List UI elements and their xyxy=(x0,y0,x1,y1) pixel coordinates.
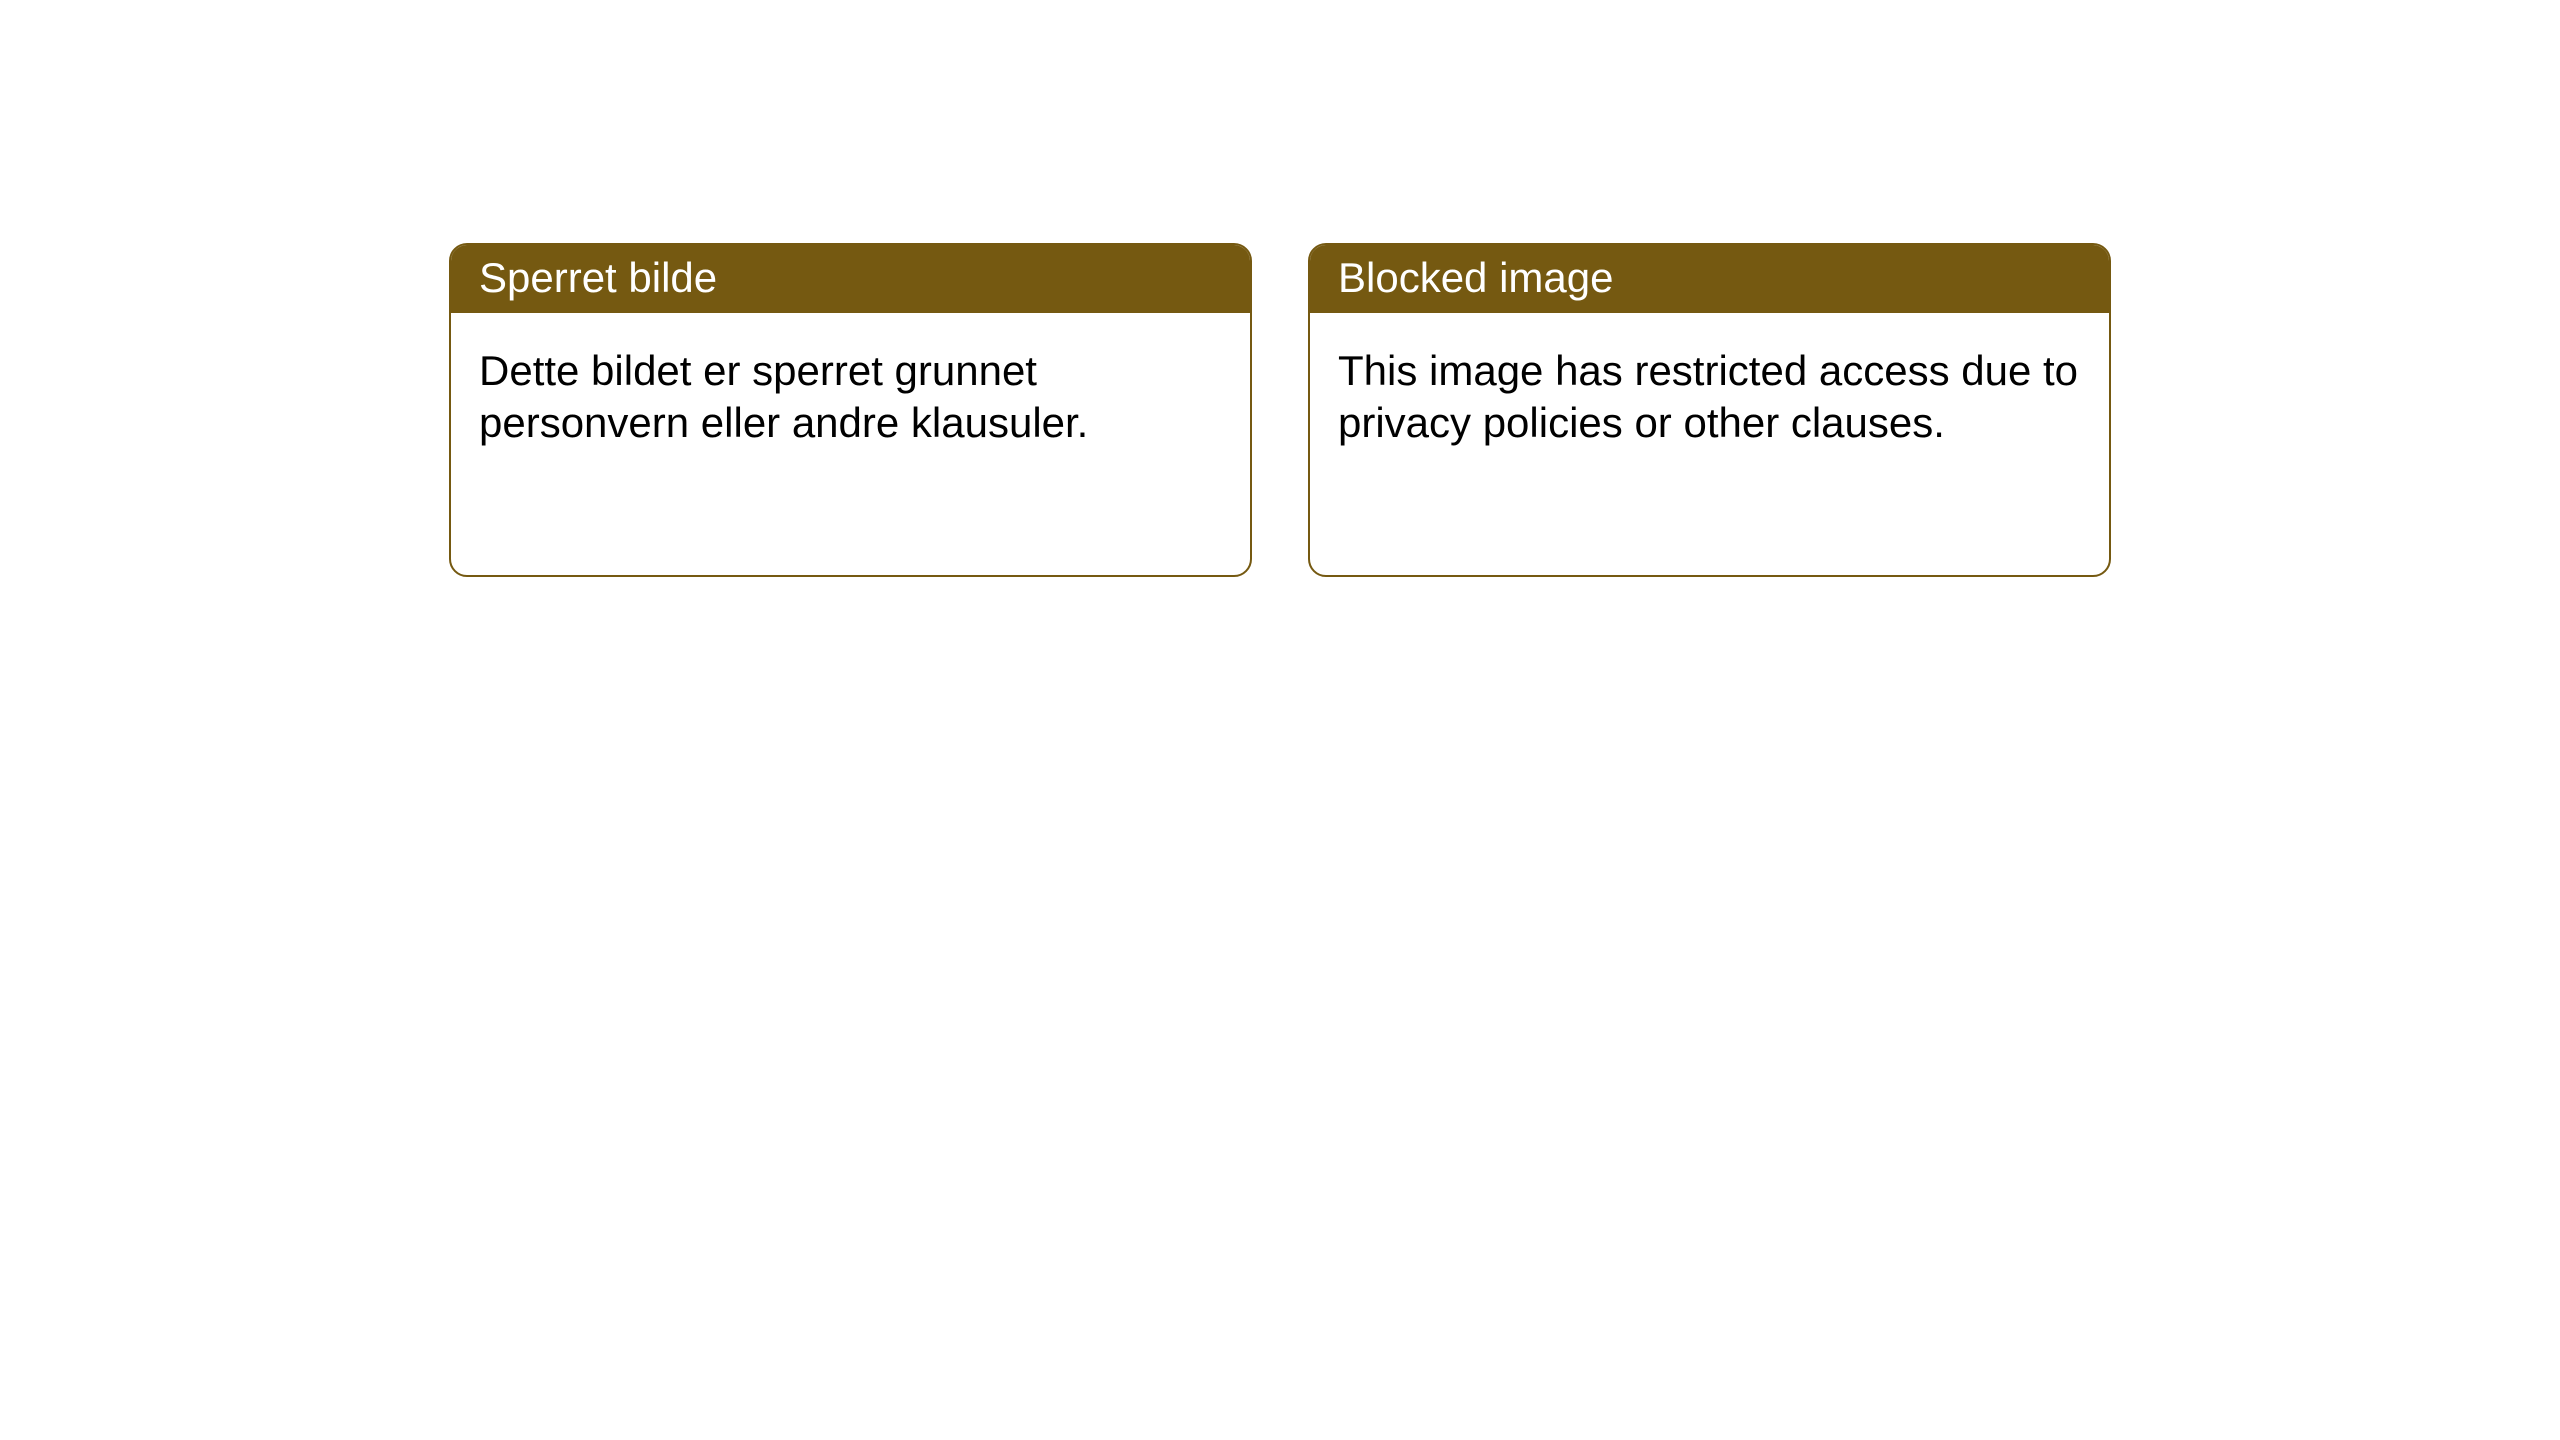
notice-card-header: Blocked image xyxy=(1310,245,2109,313)
notice-card-norwegian: Sperret bilde Dette bildet er sperret gr… xyxy=(449,243,1252,577)
notice-card-english: Blocked image This image has restricted … xyxy=(1308,243,2111,577)
notice-cards-container: Sperret bilde Dette bildet er sperret gr… xyxy=(449,243,2111,577)
notice-card-header: Sperret bilde xyxy=(451,245,1250,313)
notice-card-body: This image has restricted access due to … xyxy=(1310,313,2109,479)
notice-card-body: Dette bildet er sperret grunnet personve… xyxy=(451,313,1250,479)
